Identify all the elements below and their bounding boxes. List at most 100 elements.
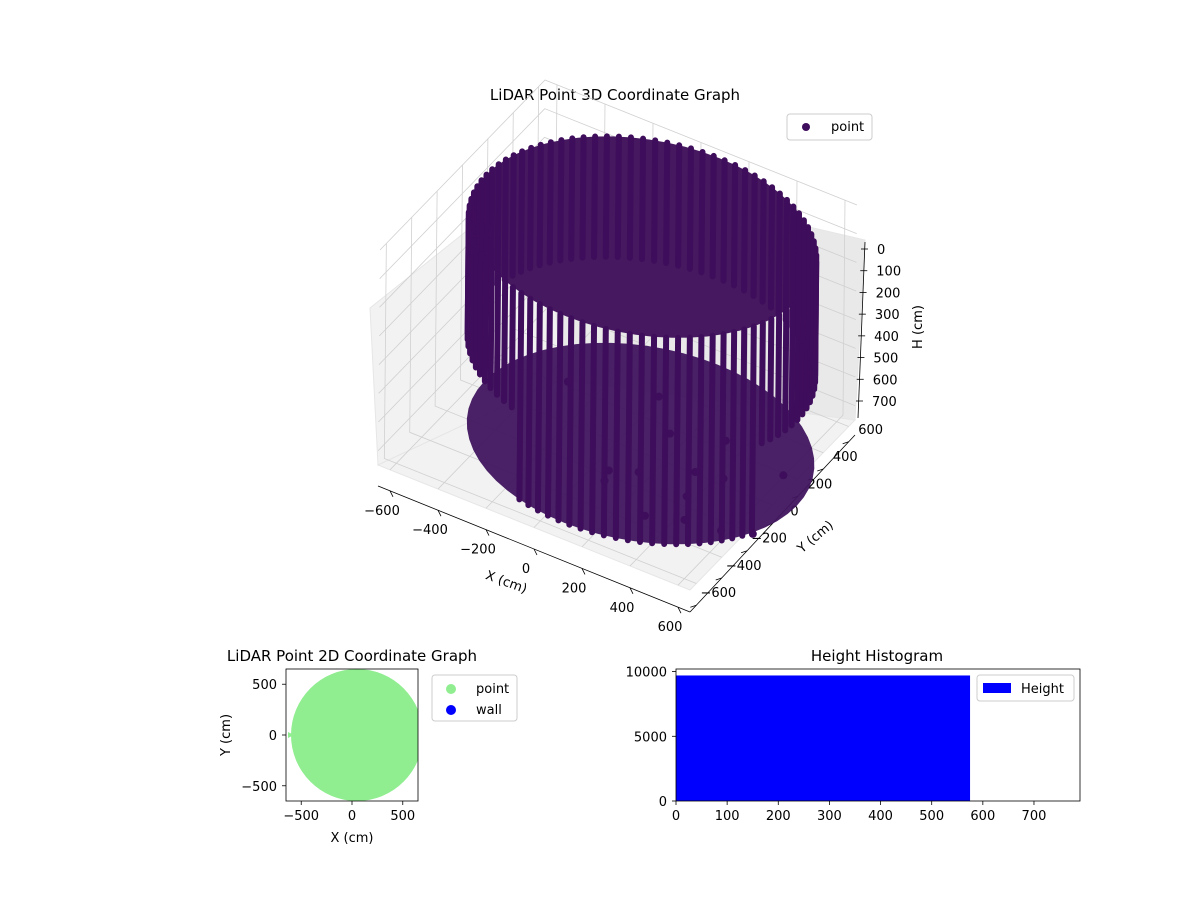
point-column (518, 148, 526, 275)
point-column (698, 148, 706, 276)
histogram-bar (676, 675, 971, 801)
point-column (508, 283, 516, 411)
point-column (494, 161, 502, 288)
point-column (472, 244, 480, 371)
legend-2d-label-wall: wall (476, 703, 502, 718)
point-column (637, 332, 645, 545)
z-tick-label-3d: 700 (872, 395, 897, 410)
x-tick-label-histogram: 700 (1022, 809, 1047, 824)
point-marker (721, 436, 730, 445)
point-marker (634, 468, 643, 477)
point-column (649, 333, 658, 547)
x-tick-label-histogram: 300 (817, 809, 842, 824)
point-column (675, 142, 683, 269)
y-tick-3d (817, 468, 824, 472)
legend-2d-marker-point (446, 684, 456, 694)
point-disc (291, 669, 418, 801)
x-tick-label-2d: 500 (390, 809, 415, 824)
x-tick-label-3d: −200 (460, 543, 496, 558)
point-column (661, 334, 670, 548)
y-tick-label-3d: 600 (858, 423, 883, 438)
point-column (807, 231, 815, 358)
ticks-histogram: 0 100 200 300 400 500 600 700 0 5000 10000 (626, 666, 1047, 824)
point-marker (748, 529, 757, 538)
z-tick-label-3d: 400 (874, 330, 899, 345)
point-column (600, 325, 609, 539)
point-column (718, 331, 727, 544)
z-tick-label-3d: 200 (876, 286, 901, 301)
point-column (729, 329, 738, 542)
point-column (782, 196, 790, 324)
x-tick-label-histogram: 0 (672, 809, 680, 824)
x-tick-label-3d: 0 (522, 562, 530, 577)
point-column (481, 257, 489, 385)
legend-3d-label-point: point (831, 120, 864, 135)
point-column (525, 295, 534, 509)
point-column (501, 156, 509, 283)
point-marker (717, 526, 726, 535)
legend-3d-marker-point (802, 123, 810, 131)
y-tick-label-3d: −200 (751, 532, 787, 547)
histogram-frame (675, 668, 1081, 802)
legend-2d-marker-wall (446, 705, 456, 715)
y-tick-label-3d: 0 (790, 505, 798, 520)
x-tick-3d (389, 490, 394, 498)
point-column (534, 301, 543, 514)
plot-2d: LiDAR Point 2D Coordinate Graph −500 0 500… (219, 647, 518, 846)
point-marker (604, 466, 613, 475)
x-tick-label-histogram: 400 (868, 809, 893, 824)
point-marker (779, 471, 788, 480)
point-column (591, 133, 599, 260)
point-column (741, 167, 749, 294)
y-tick-3d (740, 550, 748, 554)
point-column (638, 135, 647, 263)
x-tick-label-3d: −600 (364, 504, 400, 519)
y-tick-3d (715, 577, 722, 581)
ticks-2d: −500 0 500 −500 0 500 (241, 678, 415, 824)
y-tick-label-3d: −600 (700, 586, 736, 601)
point-column (626, 134, 634, 261)
point-column (624, 330, 633, 544)
y-axis-label-2d: Y (cm) (219, 714, 234, 757)
point-column (673, 334, 682, 548)
legend-2d-label-point: point (476, 682, 509, 697)
y-tick-label-histogram: 5000 (634, 730, 667, 745)
point-marker (640, 511, 649, 520)
x-tick-3d (677, 606, 682, 614)
point-column (614, 133, 622, 261)
point-column (493, 271, 502, 398)
point-column (709, 152, 717, 280)
x-tick-label-3d: −400 (412, 523, 448, 538)
point-marker (682, 492, 691, 501)
x-tick-label-histogram: 100 (715, 809, 740, 824)
z-tick-label-3d: 100 (876, 265, 901, 280)
y-tick-label-3d: 400 (833, 450, 858, 465)
y-tick-3d (690, 604, 697, 608)
point-column (577, 319, 586, 532)
point-column (707, 332, 716, 546)
point-column (469, 237, 477, 364)
y-tick-label-histogram: 0 (659, 795, 667, 810)
z-tick-label-3d: 500 (873, 352, 898, 367)
x-axis-label-2d: X (cm) (331, 831, 374, 846)
plot-3d-title: LiDAR Point 3D Coordinate Graph (490, 86, 740, 104)
point-column (788, 301, 796, 429)
plot-3d: LiDAR Point 3D Coordinate Graph −600 −400… (364, 79, 926, 635)
point-column (566, 315, 575, 528)
point-marker (600, 476, 609, 485)
z-tick-label-3d: 300 (875, 308, 900, 323)
ticks-3d: −600−400−2000200400600−600−400−200020040… (364, 243, 901, 635)
y-tick-label-2d: −500 (241, 780, 277, 795)
x-tick-label-3d: 400 (610, 601, 635, 616)
legend-histogram-box (976, 674, 1075, 702)
point-column (748, 323, 757, 536)
point-column (775, 190, 783, 317)
legend-histogram-label: Height (1021, 682, 1064, 697)
z-tick-label-3d: 600 (873, 373, 898, 388)
point-column (589, 322, 598, 536)
point-column (663, 139, 671, 267)
plot-histogram: Height Histogram 0 100 200 300 400 500 600 7000… (626, 647, 1081, 824)
point-column (612, 328, 621, 542)
point-column (767, 315, 775, 443)
x-tick-3d (629, 587, 634, 594)
